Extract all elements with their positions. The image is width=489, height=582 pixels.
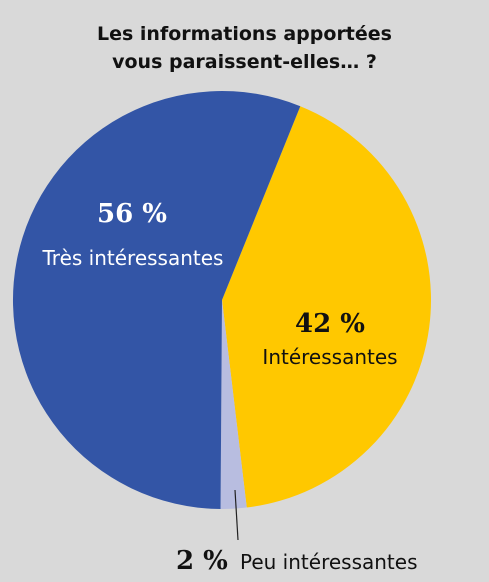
pie-slice-interessantes bbox=[222, 106, 431, 508]
slice-category-label-tres-interessantes: Très intéressantes bbox=[42, 246, 224, 270]
slice-category-label-peu-interessantes: Peu intéressantes bbox=[240, 550, 418, 574]
chart-title-line-2: vous paraissent-elles… ? bbox=[112, 51, 377, 73]
pie-slice-peu-interessantes bbox=[220, 300, 247, 509]
slice-value-label-tres-interessantes: 56 % bbox=[97, 199, 167, 229]
chart-title: Les informations apportées vous paraisse… bbox=[0, 20, 489, 76]
slice-value-label-interessantes: 42 % bbox=[295, 309, 365, 339]
pie-slices bbox=[12, 90, 431, 509]
slice-category-label-interessantes: Intéressantes bbox=[262, 345, 397, 369]
chart-title-line-1: Les informations apportées bbox=[97, 23, 392, 45]
pie-slice-tres-interessantes bbox=[12, 90, 301, 509]
slice-value-label-peu-interessantes: 2 % bbox=[176, 546, 228, 576]
slice-leader-line bbox=[234, 489, 239, 541]
